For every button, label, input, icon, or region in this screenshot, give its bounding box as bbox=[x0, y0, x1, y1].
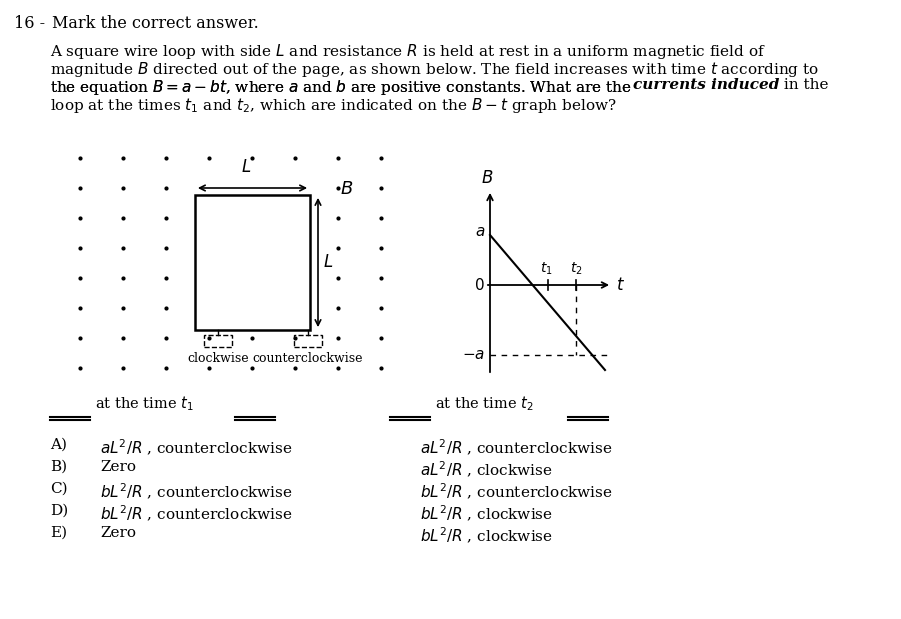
Text: $t$: $t$ bbox=[616, 277, 625, 293]
Text: $B$: $B$ bbox=[481, 170, 493, 187]
Text: $bL^2/R$ , clockwise: $bL^2/R$ , clockwise bbox=[420, 504, 553, 524]
Bar bbox=[195, 195, 310, 330]
Text: E): E) bbox=[50, 526, 68, 540]
Text: Mark the correct answer.: Mark the correct answer. bbox=[52, 15, 259, 32]
Text: magnitude $B$ directed out of the page, as shown below. The field increases with: magnitude $B$ directed out of the page, … bbox=[50, 60, 819, 79]
Text: $0$: $0$ bbox=[474, 277, 485, 293]
Text: A square wire loop with side $L$ and resistance $R$ is held at rest in a uniform: A square wire loop with side $L$ and res… bbox=[50, 42, 766, 61]
Text: the equation $B = a - bt$, where $a$ and $b$ are positive constants. What are th: the equation $B = a - bt$, where $a$ and… bbox=[50, 78, 633, 97]
Text: $a$: $a$ bbox=[475, 225, 485, 239]
Text: 16 -: 16 - bbox=[14, 15, 45, 32]
Text: B): B) bbox=[50, 460, 68, 474]
Text: $t_2$: $t_2$ bbox=[569, 261, 582, 277]
Text: $aL^2/R$ , counterclockwise: $aL^2/R$ , counterclockwise bbox=[420, 438, 613, 458]
Text: Zero: Zero bbox=[100, 460, 136, 474]
Text: $L$: $L$ bbox=[323, 254, 333, 271]
Text: at the time $t_1$: at the time $t_1$ bbox=[95, 394, 194, 413]
Text: loop at the times $t_1$ and $t_2$, which are indicated on the $B - t$ graph belo: loop at the times $t_1$ and $t_2$, which… bbox=[50, 96, 617, 115]
Text: $bL^2/R$ , counterclockwise: $bL^2/R$ , counterclockwise bbox=[100, 482, 293, 502]
Text: $-a$: $-a$ bbox=[462, 348, 485, 362]
Text: $L$: $L$ bbox=[241, 159, 251, 176]
Text: clockwise: clockwise bbox=[187, 352, 249, 365]
Text: $bL^2/R$ , counterclockwise: $bL^2/R$ , counterclockwise bbox=[420, 482, 613, 502]
Text: currents induced: currents induced bbox=[633, 78, 778, 92]
Bar bbox=[294, 335, 322, 347]
Text: in the: in the bbox=[778, 78, 828, 92]
Text: $aL^2/R$ , clockwise: $aL^2/R$ , clockwise bbox=[420, 460, 552, 480]
Text: C): C) bbox=[50, 482, 68, 496]
Text: $B$: $B$ bbox=[340, 180, 353, 198]
Text: $bL^2/R$ , clockwise: $bL^2/R$ , clockwise bbox=[420, 526, 553, 546]
Text: A): A) bbox=[50, 438, 67, 452]
Text: $t_1$: $t_1$ bbox=[540, 261, 552, 277]
Text: $aL^2/R$ , counterclockwise: $aL^2/R$ , counterclockwise bbox=[100, 438, 293, 458]
Text: Zero: Zero bbox=[100, 526, 136, 540]
Text: at the time $t_2$: at the time $t_2$ bbox=[435, 394, 533, 413]
Text: the equation $B = a - bt$, where $a$ and $b$ are positive constants. What are th: the equation $B = a - bt$, where $a$ and… bbox=[50, 78, 633, 97]
Text: D): D) bbox=[50, 504, 68, 518]
Bar bbox=[204, 335, 232, 347]
Text: counterclockwise: counterclockwise bbox=[253, 352, 363, 365]
Text: $bL^2/R$ , counterclockwise: $bL^2/R$ , counterclockwise bbox=[100, 504, 293, 524]
